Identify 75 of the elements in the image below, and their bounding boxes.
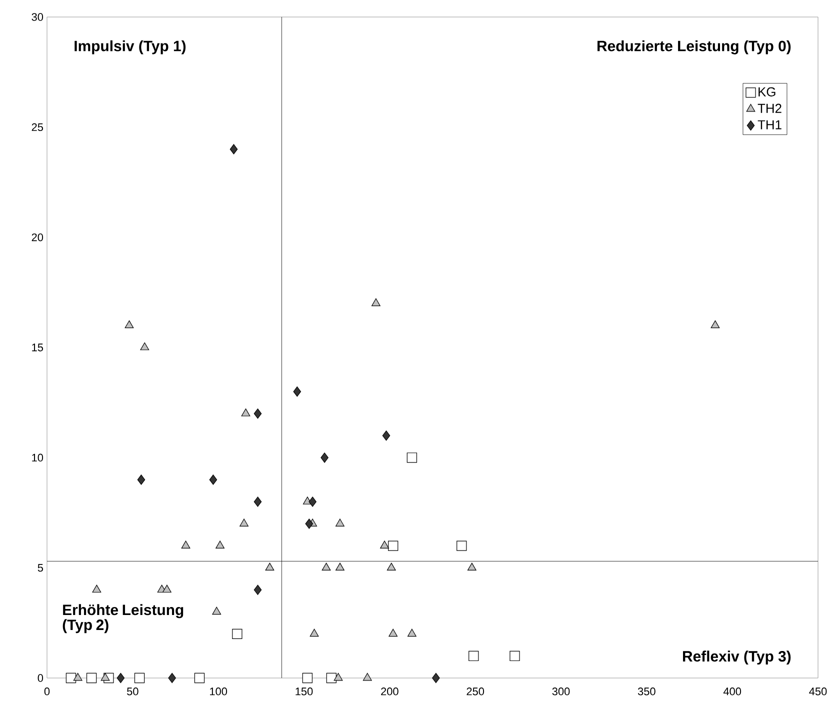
point	[467, 562, 476, 571]
x-tick-label: 300	[552, 688, 570, 696]
point	[362, 672, 372, 681]
point	[710, 320, 720, 328]
y-tick-label: 30	[32, 13, 44, 21]
point	[334, 672, 343, 681]
point	[380, 540, 389, 548]
point	[209, 474, 218, 485]
point	[310, 628, 319, 637]
annotation: Erhöhte Leistung (Typ 2)	[62, 604, 184, 634]
point	[232, 628, 242, 640]
y-tick-label: 10	[32, 454, 44, 462]
point	[336, 562, 344, 571]
point	[336, 518, 344, 526]
point	[240, 518, 248, 526]
point	[116, 672, 125, 684]
point	[254, 584, 262, 595]
point	[241, 408, 250, 416]
point	[140, 342, 150, 350]
point	[302, 672, 313, 684]
y-tick-label: 25	[32, 123, 44, 132]
point	[124, 320, 134, 328]
y-tick-label: 0	[38, 674, 44, 682]
point	[86, 672, 97, 684]
point	[308, 496, 316, 507]
x-tick-label: 100	[210, 688, 228, 696]
point	[168, 672, 176, 684]
point	[212, 606, 222, 615]
point	[432, 672, 440, 684]
legend-label: KG	[758, 87, 776, 96]
x-tick-label: 250	[466, 688, 484, 696]
x-tick-label: 450	[809, 688, 827, 696]
point	[254, 408, 262, 419]
point	[254, 496, 262, 507]
point	[230, 144, 238, 154]
point	[388, 628, 398, 637]
point	[216, 540, 224, 548]
point	[265, 562, 274, 571]
point	[510, 650, 520, 662]
point	[468, 650, 479, 662]
point	[181, 540, 190, 548]
point	[388, 540, 398, 551]
annotation: Reflexiv (Typ 3)	[683, 650, 791, 665]
point	[100, 672, 110, 681]
point	[293, 386, 302, 397]
point	[322, 562, 331, 571]
point	[162, 584, 172, 593]
x-tick-label: 150	[296, 688, 313, 696]
legend-label: TH1	[758, 120, 782, 130]
point	[408, 628, 416, 637]
annotation: Impulsiv (Typ 1)	[74, 40, 186, 54]
point	[456, 540, 467, 551]
point	[66, 672, 76, 684]
y-tick-label: 5	[38, 564, 44, 572]
point	[372, 298, 380, 306]
point	[305, 518, 314, 529]
point	[92, 584, 102, 593]
annotation: Reduzierte Leistung (Typ 0)	[598, 40, 791, 54]
point	[134, 672, 145, 684]
x-tick-label: 50	[127, 688, 138, 696]
x-tick-label: 0	[44, 688, 50, 696]
x-tick-label: 400	[723, 688, 742, 696]
legend-label: TH2	[758, 104, 782, 113]
point	[320, 452, 328, 463]
point	[194, 672, 205, 684]
y-tick-label: 20	[32, 233, 44, 242]
x-tick-label: 350	[638, 688, 656, 696]
y-tick-label: 15	[32, 344, 44, 352]
point	[326, 672, 336, 684]
point	[137, 474, 146, 485]
point	[406, 452, 418, 463]
point	[386, 562, 396, 571]
point	[382, 430, 390, 441]
x-tick-label: 200	[381, 688, 398, 696]
point	[73, 672, 82, 681]
